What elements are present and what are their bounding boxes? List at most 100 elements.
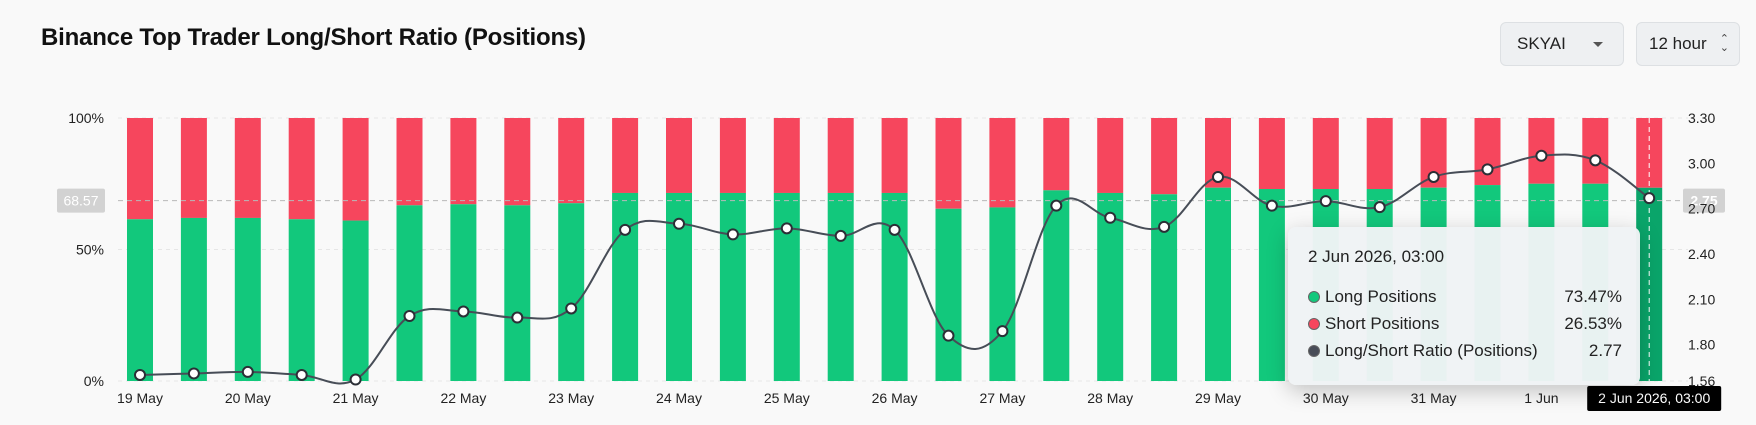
short-bar[interactable] bbox=[450, 118, 477, 205]
interval-select-value: 12 hour bbox=[1649, 34, 1707, 53]
short-bar[interactable] bbox=[719, 118, 746, 193]
symbol-select[interactable]: SKYAI bbox=[1500, 22, 1624, 66]
long-bar[interactable] bbox=[612, 192, 639, 381]
tooltip-title: 2 Jun 2026, 03:00 bbox=[1308, 247, 1445, 266]
short-bar[interactable] bbox=[612, 118, 639, 193]
ratio-point[interactable] bbox=[619, 223, 632, 236]
long-bar[interactable] bbox=[1205, 187, 1231, 381]
long-bar[interactable] bbox=[827, 192, 854, 381]
x-tick-label: 29 May bbox=[1195, 390, 1241, 406]
long-bar[interactable] bbox=[450, 204, 477, 381]
short-bar[interactable] bbox=[935, 118, 962, 209]
crosshair-right-label: 2.75 bbox=[1690, 193, 1717, 209]
long-bar[interactable] bbox=[396, 205, 423, 381]
short-bar[interactable] bbox=[504, 118, 531, 206]
short-bar[interactable] bbox=[558, 118, 585, 204]
x-tick-label: 24 May bbox=[656, 390, 702, 406]
long-bar[interactable] bbox=[342, 220, 369, 381]
long-bar[interactable] bbox=[1097, 192, 1124, 381]
x-tick-label: 23 May bbox=[548, 390, 594, 406]
short-bar[interactable] bbox=[1582, 118, 1609, 184]
short-bar[interactable] bbox=[1097, 118, 1124, 193]
ratio-point[interactable] bbox=[457, 305, 470, 318]
long-bar[interactable] bbox=[234, 217, 261, 381]
tooltip-label: Short Positions bbox=[1325, 313, 1440, 333]
long-bar[interactable] bbox=[719, 192, 746, 381]
x-tick-label: 25 May bbox=[764, 390, 810, 406]
y-right-tick-label: 2.70 bbox=[1688, 201, 1715, 217]
long-bar[interactable] bbox=[989, 207, 1016, 381]
ratio-point[interactable] bbox=[403, 310, 416, 323]
ratio-point[interactable] bbox=[1481, 163, 1494, 176]
interval-select[interactable]: 12 hour ⌃ ⌄ bbox=[1636, 22, 1740, 66]
ratio-point[interactable] bbox=[1158, 220, 1171, 233]
ratio-point[interactable] bbox=[134, 368, 146, 381]
tooltip-value: 73.47% bbox=[1564, 286, 1622, 306]
y-right-tick-label: 1.80 bbox=[1688, 337, 1715, 353]
short-bar[interactable] bbox=[827, 118, 854, 193]
long-bar[interactable] bbox=[558, 203, 585, 381]
ratio-point[interactable] bbox=[349, 373, 362, 386]
caret-down-icon bbox=[1593, 42, 1603, 47]
ratio-point[interactable] bbox=[1050, 199, 1063, 212]
long-bar[interactable] bbox=[935, 208, 962, 381]
short-bar[interactable] bbox=[342, 118, 369, 221]
ratio-point[interactable] bbox=[1535, 149, 1548, 162]
ratio-point[interactable] bbox=[1212, 170, 1224, 183]
long-bar[interactable] bbox=[127, 219, 153, 381]
short-bar[interactable] bbox=[396, 118, 423, 206]
tooltip-value: 26.53% bbox=[1564, 313, 1622, 333]
ratio-point[interactable] bbox=[241, 365, 254, 378]
tooltip-row-long: Long Positions 73.47% bbox=[1308, 283, 1622, 310]
short-bar[interactable] bbox=[1258, 118, 1285, 190]
long-bar[interactable] bbox=[773, 192, 800, 381]
short-bar[interactable] bbox=[989, 118, 1016, 208]
short-bar[interactable] bbox=[1366, 118, 1393, 190]
ratio-point[interactable] bbox=[1643, 192, 1656, 205]
tooltip-value: 2.77 bbox=[1588, 340, 1622, 360]
long-bar[interactable] bbox=[288, 219, 315, 381]
x-tick-label: 20 May bbox=[225, 390, 271, 406]
ratio-point[interactable] bbox=[834, 229, 847, 242]
ratio-point[interactable] bbox=[673, 217, 685, 230]
x-tick-label: 28 May bbox=[1087, 390, 1133, 406]
ratio-point[interactable] bbox=[1373, 201, 1386, 214]
short-dot-icon bbox=[1308, 317, 1320, 330]
ratio-line bbox=[139, 153, 1650, 385]
y-right-tick-label: 3.30 bbox=[1688, 110, 1715, 126]
tooltip-row-ratio: Long/Short Ratio (Positions) 2.77 bbox=[1308, 337, 1622, 364]
ratio-point[interactable] bbox=[780, 222, 793, 235]
tooltip-label: Long/Short Ratio (Positions) bbox=[1325, 340, 1538, 360]
ratio-point[interactable] bbox=[726, 228, 739, 241]
short-bar[interactable] bbox=[1312, 118, 1339, 190]
long-bar[interactable] bbox=[881, 192, 908, 381]
ratio-point[interactable] bbox=[1589, 154, 1602, 167]
ratio-point[interactable] bbox=[565, 302, 578, 315]
short-bar[interactable] bbox=[666, 118, 692, 193]
ratio-point[interactable] bbox=[942, 329, 955, 342]
ratio-point[interactable] bbox=[1104, 211, 1117, 224]
short-bar[interactable] bbox=[234, 118, 261, 218]
ratio-point[interactable] bbox=[1427, 170, 1440, 183]
short-bar[interactable] bbox=[180, 118, 207, 218]
ratio-point[interactable] bbox=[511, 311, 524, 324]
ratio-point[interactable] bbox=[1319, 195, 1332, 208]
ratio-point[interactable] bbox=[295, 368, 308, 381]
y-left-tick-label: 0% bbox=[84, 373, 104, 389]
short-bar[interactable] bbox=[1151, 118, 1178, 195]
short-bar[interactable] bbox=[127, 118, 153, 220]
long-bar[interactable] bbox=[504, 205, 531, 381]
short-bar[interactable] bbox=[773, 118, 800, 193]
long-bar[interactable] bbox=[1258, 189, 1285, 381]
updown-arrows-icon: ⌃ ⌄ bbox=[1719, 33, 1729, 54]
ratio-point[interactable] bbox=[888, 223, 901, 236]
short-bar[interactable] bbox=[288, 118, 315, 220]
y-right-tick-label: 2.10 bbox=[1688, 291, 1715, 307]
ratio-point[interactable] bbox=[996, 325, 1009, 338]
ratio-point[interactable] bbox=[187, 367, 200, 380]
long-bar[interactable] bbox=[1043, 190, 1070, 381]
short-bar[interactable] bbox=[1043, 118, 1070, 191]
short-bar[interactable] bbox=[881, 118, 908, 193]
ratio-point[interactable] bbox=[1265, 199, 1278, 212]
long-bar[interactable] bbox=[180, 217, 207, 381]
